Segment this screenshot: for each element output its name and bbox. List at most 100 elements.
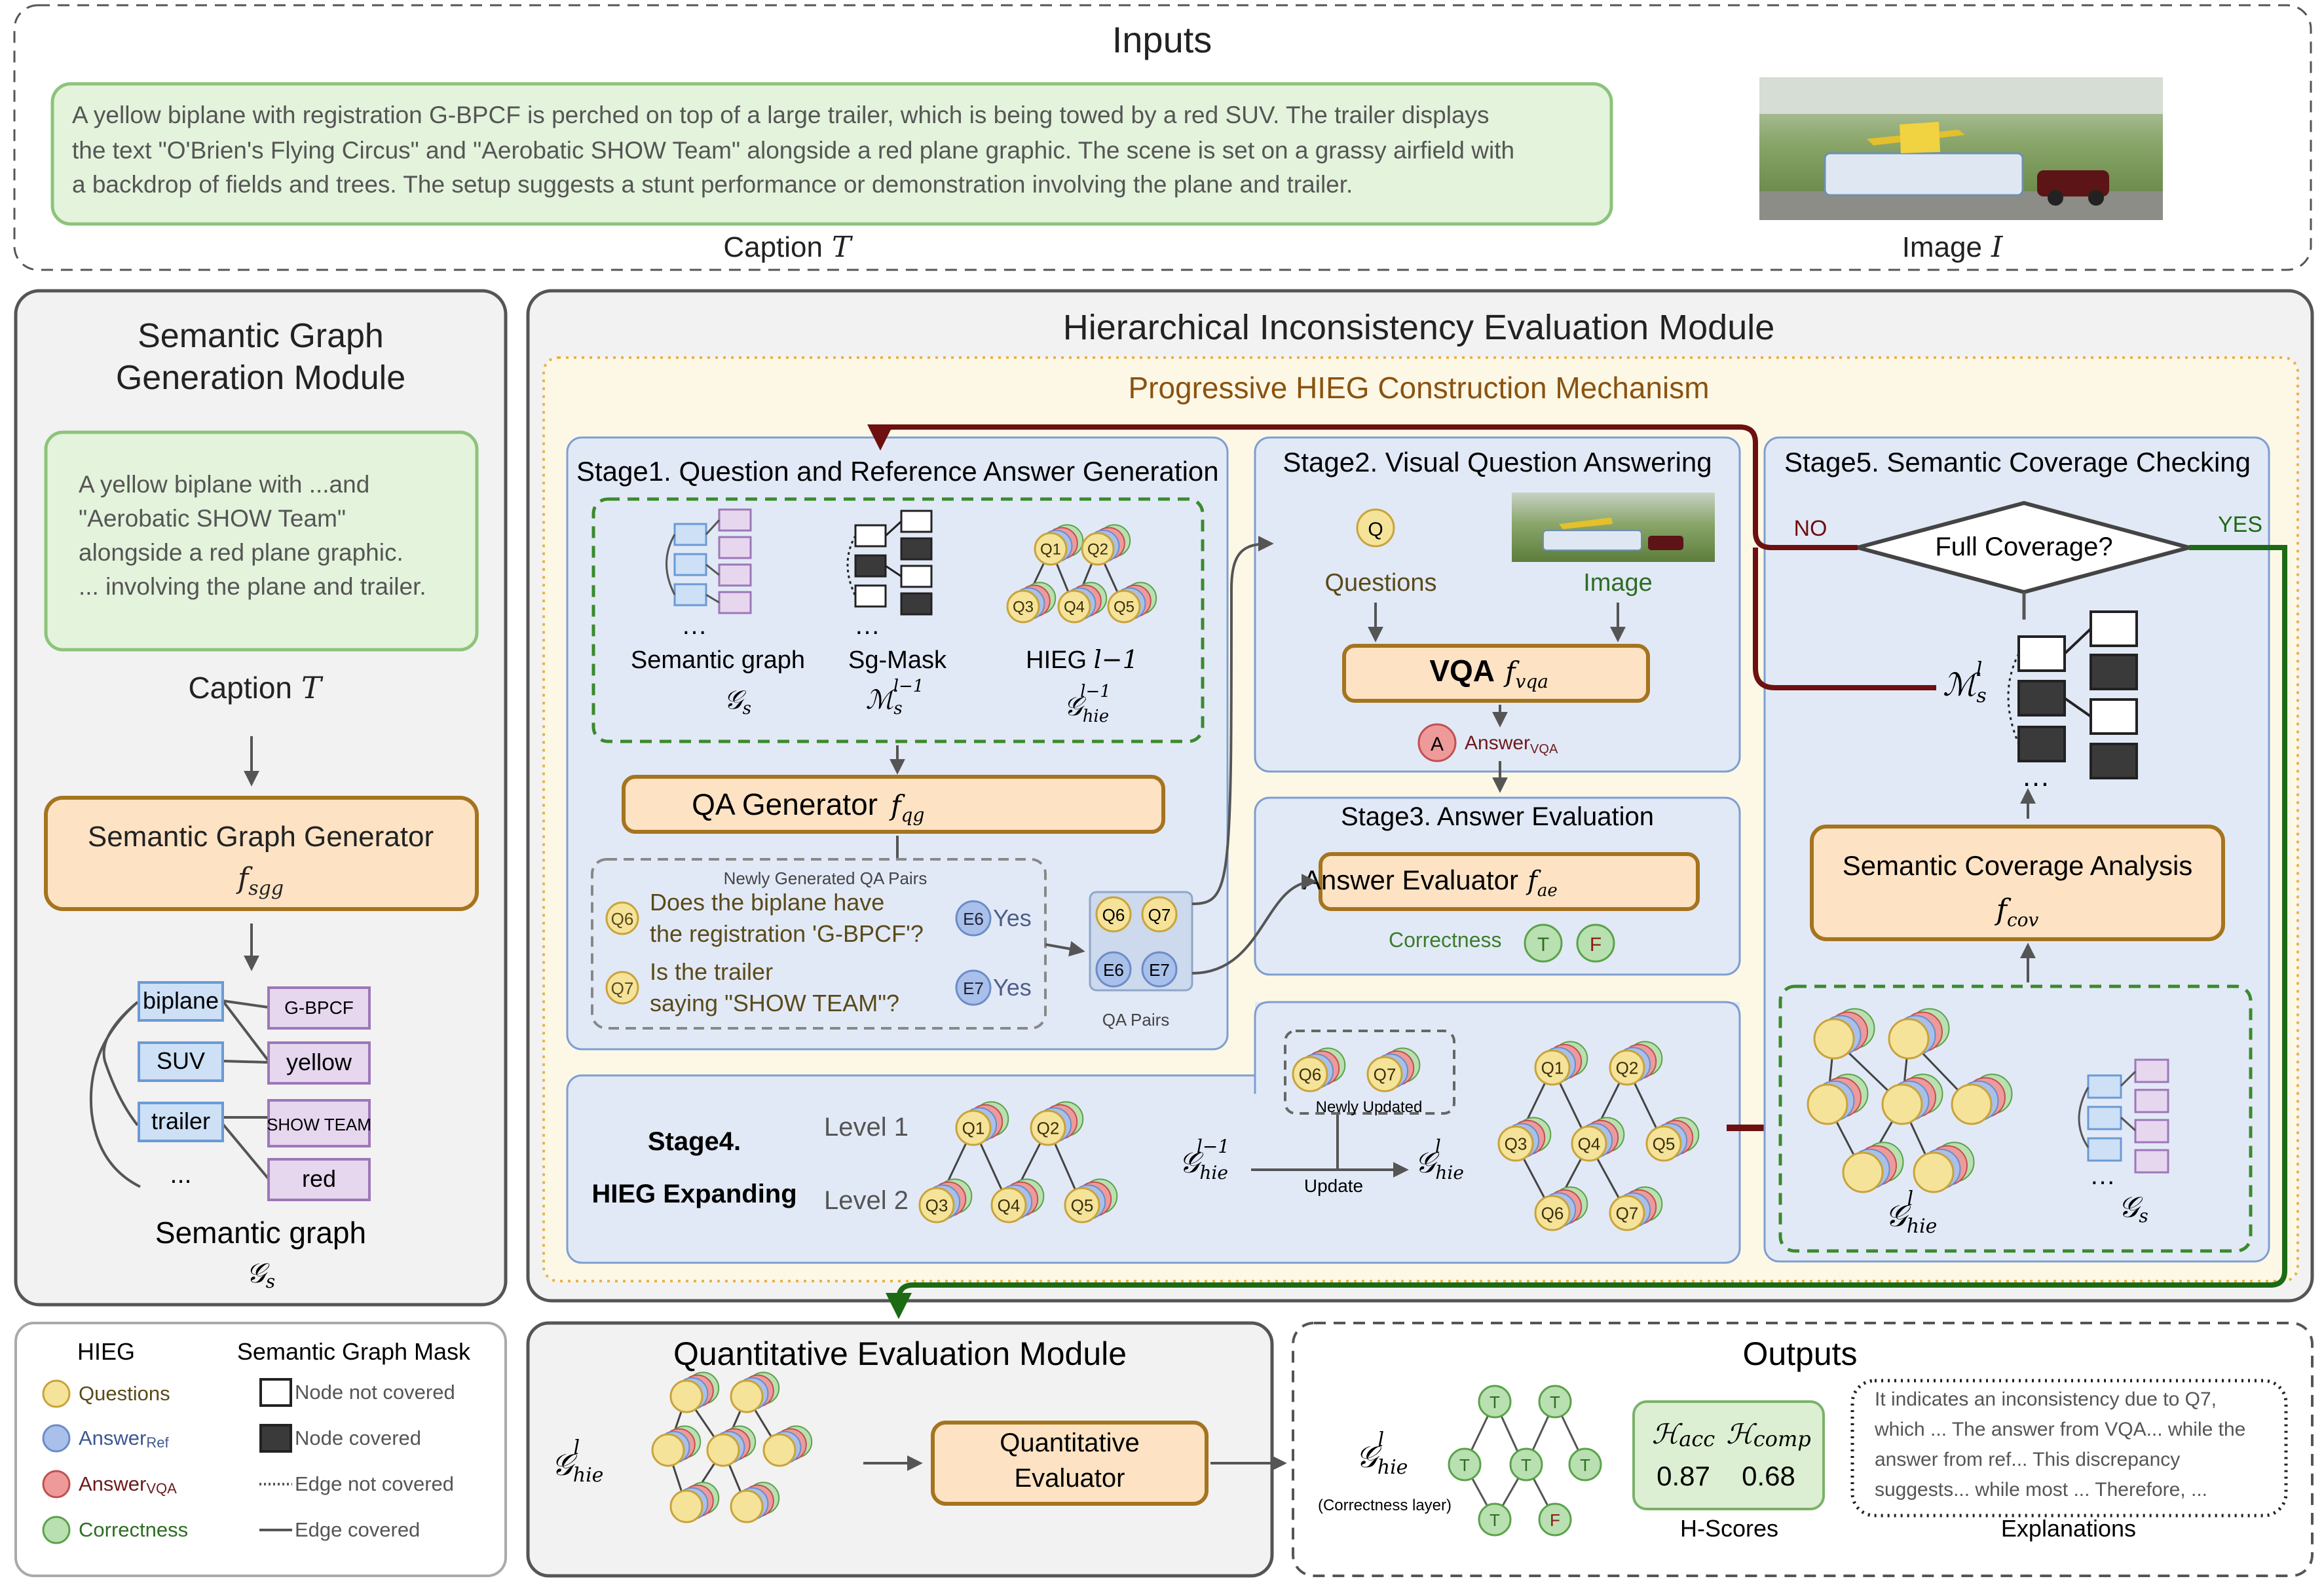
svg-text:Q2: Q2 bbox=[1037, 1118, 1060, 1138]
explanation-line-2: which ... The answer from VQA... while t… bbox=[1874, 1419, 2245, 1440]
svg-text:Q1: Q1 bbox=[1040, 541, 1061, 559]
svg-text:Q5: Q5 bbox=[1071, 1195, 1094, 1215]
stage1-sgmask-label: Sg-Mask bbox=[848, 646, 947, 674]
qe-hieg bbox=[651, 1371, 813, 1523]
legend-edge-not-covered: Edge not covered bbox=[295, 1472, 454, 1495]
svg-text:…: … bbox=[2021, 760, 2050, 792]
sg-node-trailer bbox=[138, 1102, 224, 1142]
new-node-q6: Q6 bbox=[1292, 1047, 1346, 1092]
svg-text:Q6: Q6 bbox=[611, 909, 634, 929]
explanation-line-1: It indicates an inconsistency due to Q7, bbox=[1875, 1389, 2217, 1410]
stage1-hieg-label: HIEG l−1 bbox=[1026, 645, 1138, 674]
level1-label: Level 1 bbox=[824, 1113, 909, 1142]
legend-questions: Questions bbox=[79, 1382, 170, 1405]
stage1-sg-mask: … bbox=[846, 510, 933, 640]
stage5-inputs-box bbox=[1778, 984, 2253, 1253]
svg-text:Q4: Q4 bbox=[1064, 599, 1085, 616]
svg-text:T: T bbox=[1521, 1455, 1531, 1475]
qe-hieg-node-5 bbox=[762, 1425, 813, 1467]
q7-badge bbox=[605, 971, 639, 1005]
svg-text:Q4: Q4 bbox=[998, 1195, 1021, 1215]
sgg-caption-symbol: T bbox=[301, 670, 324, 705]
svg-text:Q6: Q6 bbox=[1299, 1064, 1322, 1084]
sg-node-yellow-label: yellow bbox=[286, 1049, 352, 1075]
stage1-semantic-graph: … bbox=[665, 508, 752, 640]
stage5-hieg-node-5 bbox=[1951, 1073, 2013, 1125]
sgg-graph-symbol: 𝒢s bbox=[246, 1257, 275, 1292]
legend-correctness-swatch bbox=[42, 1516, 71, 1544]
stage2-title: Stage2. Visual Question Answering bbox=[1283, 447, 1712, 477]
svg-text:T: T bbox=[1580, 1455, 1590, 1475]
hieg-node-q1: Q1 bbox=[1034, 524, 1084, 566]
svg-text:Q: Q bbox=[1368, 519, 1383, 540]
q-badge bbox=[1356, 508, 1395, 548]
caption-box bbox=[50, 82, 1613, 226]
correctness-label: Correctness bbox=[1389, 928, 1502, 952]
sg-node-gbpcf-label: G-BPCF bbox=[284, 998, 354, 1018]
sgg-caption-box bbox=[44, 430, 479, 652]
legend-question-swatch bbox=[42, 1379, 71, 1408]
sgg-graph-label: Semantic graph bbox=[155, 1216, 366, 1250]
t-badge bbox=[1524, 923, 1563, 963]
answer-evaluator-box bbox=[1319, 852, 1700, 911]
stage5-semantic-graph: … bbox=[2078, 1058, 2169, 1190]
quantitative-evaluator-box bbox=[931, 1421, 1209, 1506]
stage5-hieg-node-2 bbox=[1888, 1008, 1950, 1060]
stage2-photo bbox=[1512, 493, 1715, 562]
no-label: NO bbox=[1794, 516, 1827, 541]
newly-updated-box bbox=[1284, 1030, 1455, 1115]
sg-node-yellow bbox=[267, 1041, 371, 1085]
correctness-tree: T T T T T T F bbox=[1448, 1385, 1602, 1537]
h-scores-box bbox=[1632, 1400, 1825, 1510]
svg-text:T: T bbox=[1490, 1510, 1500, 1530]
stage1-title: Stage1. Question and Reference Answer Ge… bbox=[576, 456, 1219, 487]
sgg-caption-line-3: alongside a red plane graphic. bbox=[79, 539, 403, 566]
stage2-image-label: Image bbox=[1583, 569, 1653, 597]
stage5-title: Stage5. Semantic Coverage Checking bbox=[1784, 447, 2251, 477]
svg-text:Q4: Q4 bbox=[1578, 1134, 1601, 1153]
result-node-q6: Q6 bbox=[1534, 1186, 1588, 1231]
result-node-q3: Q3 bbox=[1497, 1117, 1552, 1162]
q6-badge bbox=[605, 901, 639, 935]
q6-line-2: the registration 'G-BPCF'? bbox=[650, 920, 924, 947]
svg-text:Q1: Q1 bbox=[1541, 1058, 1564, 1077]
legend-node-not-covered: Node not covered bbox=[295, 1381, 455, 1404]
stage5-hieg-node-7 bbox=[1913, 1142, 1975, 1193]
sg-node-suv bbox=[138, 1041, 224, 1082]
svg-text:T: T bbox=[1550, 1392, 1560, 1412]
inputs-title: Inputs bbox=[1112, 19, 1212, 60]
legend-node-not-covered-swatch bbox=[259, 1378, 292, 1407]
hieg-node-q3: Q3 bbox=[1006, 582, 1057, 624]
svg-text:Q1: Q1 bbox=[962, 1118, 985, 1138]
legend-node-covered: Node covered bbox=[295, 1426, 421, 1449]
newly-updated-label: Newly Updated bbox=[1316, 1098, 1423, 1116]
qe-hieg-node-4 bbox=[706, 1425, 757, 1467]
outputs-title: Outputs bbox=[1742, 1335, 1857, 1372]
qe-hieg-node-6 bbox=[669, 1482, 720, 1523]
level1-node-q1: Q1 bbox=[955, 1101, 1009, 1146]
svg-text:T: T bbox=[1459, 1455, 1470, 1475]
level2-node-q5: Q5 bbox=[1064, 1178, 1118, 1223]
level2-label: Level 2 bbox=[824, 1186, 909, 1215]
qa-generator-title: QA Generator bbox=[692, 787, 878, 821]
svg-text:Q7: Q7 bbox=[1616, 1203, 1639, 1223]
qa-generator-box bbox=[622, 775, 1165, 834]
svg-text:F: F bbox=[1550, 1510, 1560, 1530]
vqa-symbol: fvqa bbox=[1503, 656, 1548, 692]
mechanism-title: Progressive HIEG Construction Mechanism bbox=[1128, 371, 1709, 405]
h-scores-label: H-Scores bbox=[1680, 1515, 1778, 1542]
stage4-title-2: HIEG Expanding bbox=[591, 1180, 797, 1208]
qa-grid-q6: Q6 bbox=[1102, 905, 1125, 925]
legend-answer-vqa-swatch bbox=[42, 1470, 71, 1499]
qa-grid-q7: Q7 bbox=[1148, 905, 1171, 925]
sg-node-show-team bbox=[267, 1099, 371, 1147]
f-badge bbox=[1576, 923, 1615, 963]
result-node-q2: Q2 bbox=[1609, 1041, 1663, 1086]
qa-grid-e6: E6 bbox=[1103, 960, 1124, 980]
stage4-title-1: Stage4. bbox=[648, 1127, 741, 1156]
image-label: Image bbox=[1902, 231, 1982, 263]
e6-answer: Yes bbox=[993, 904, 1032, 931]
outputs-graph-note: (Correctness layer) bbox=[1318, 1497, 1452, 1514]
caption-line-2: the text "O'Brien's Flying Circus" and "… bbox=[72, 137, 1514, 164]
h-comp-value: 0.68 bbox=[1742, 1461, 1795, 1491]
